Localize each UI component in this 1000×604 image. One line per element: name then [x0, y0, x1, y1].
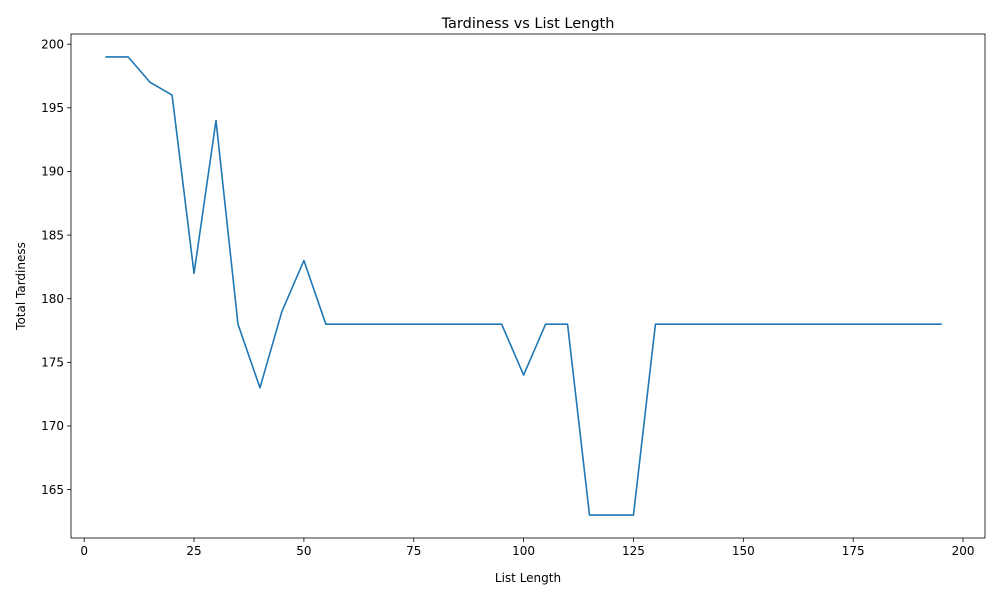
- series-line: [105, 56, 942, 516]
- x-tick-label: 50: [296, 544, 311, 558]
- y-tick-label: 195: [41, 101, 64, 115]
- y-tick-label: 175: [41, 356, 64, 370]
- y-tick-label: 180: [41, 292, 64, 306]
- y-tick-label: 200: [41, 37, 64, 51]
- chart-title: Tardiness vs List Length: [441, 16, 615, 32]
- y-axis-ticks: 165 170 175 180 185 190 195 200: [41, 37, 71, 497]
- x-tick-label: 200: [952, 544, 975, 558]
- x-tick-label: 25: [186, 544, 201, 558]
- y-tick-label: 185: [41, 228, 64, 242]
- y-tick-label: 170: [41, 419, 64, 433]
- axes-frame: [70, 33, 986, 539]
- x-tick-label: 75: [406, 544, 421, 558]
- y-tick-label: 190: [41, 165, 64, 179]
- x-tick-label: 150: [732, 544, 755, 558]
- series-layer: [105, 56, 942, 516]
- x-tick-label: 175: [842, 544, 865, 558]
- x-tick-label: 0: [80, 544, 88, 558]
- x-axis-label: List Length: [495, 571, 561, 585]
- x-tick-label: 125: [622, 544, 645, 558]
- y-tick-label: 165: [41, 483, 64, 497]
- y-axis-label: Total Tardiness: [14, 242, 28, 331]
- plot-area-border: [70, 33, 986, 539]
- x-tick-label: 100: [512, 544, 535, 558]
- x-axis-ticks: 0 25 50 75 100 125 150 175 200: [80, 538, 974, 558]
